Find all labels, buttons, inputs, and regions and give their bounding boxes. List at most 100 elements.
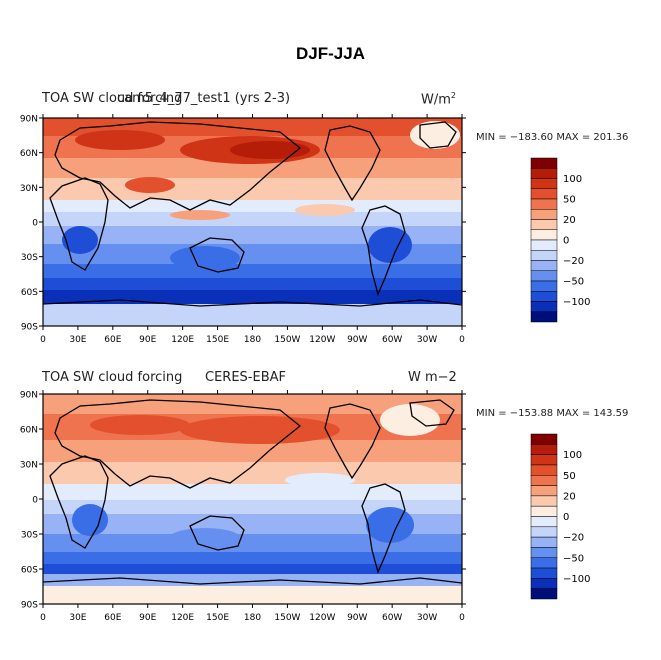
panel2-colorbar-label: −100 [563,574,590,585]
panel1-colorbar-box [530,198,558,210]
panel1-units: W/m2 [421,91,456,107]
panel1-lon-label: 90W [347,335,367,345]
panel1-colorbar-box [530,270,558,282]
panel2-lon-label: 60W [382,613,402,623]
panel1-colorbar-box [530,250,558,261]
panel2-lon-label: 30W [417,613,437,623]
panel1-colorbar-label: 100 [563,174,582,185]
panel1-lon-label: 0 [40,335,46,345]
panel2-colorbar-label: 100 [563,450,582,461]
panel2-lon-label: 120W [309,613,335,623]
panel1-lat-label: 90S [21,323,38,333]
panel2-coastlines [43,399,462,585]
panel1-colorbar-label: 50 [563,195,576,206]
panel1-colorbar-box [530,229,558,241]
panel1-lat-label: 30S [21,253,38,263]
panel2-colorbar-box [530,464,558,476]
panel2-colorbar-box [530,433,558,445]
panel1-colorbar-box [530,188,558,200]
panel2-lon-axis: 0 30E 60E 90E 120E 150E 180 150W 120W 90W 60W 30W 0 [40,390,465,623]
panel1-lon-label: 30E [69,335,86,345]
panel1-colorbar-label: −50 [563,277,584,288]
panel1-colorbar-label: −100 [563,297,590,308]
panel1-lon-label: 120W [309,335,335,345]
panel2-lon-label: 180 [244,613,261,623]
panel2-lat-label: 60S [21,566,38,576]
panel1-lon-label: 60E [104,335,121,345]
panel1-colorbar-box [530,157,558,169]
panel1-lon-label: 180 [244,335,261,345]
panel1-lon-label: 30W [417,335,437,345]
panel2-colorbar-label: 20 [563,491,576,502]
panel2-lat-label: 30S [21,531,38,541]
panel1-units-base: W/m [421,92,451,108]
panel1-colorbar-box [530,301,558,312]
panel2-colorbar-box [530,567,558,579]
panel1-lat-label: 60N [20,149,38,159]
panel2-colorbar-box [530,536,558,548]
panel2-colorbar-box [530,547,558,558]
panel1-colorbar-box [530,280,558,292]
panel1-colorbar-box [530,311,558,323]
panel2-colorbar-box [530,485,558,497]
panel2-left-title: TOA SW cloud forcing [42,370,183,385]
panel2-colorbar-box [530,505,558,517]
panel1-colorbar-label: 0 [563,236,569,247]
panel1-colorbar-box [530,239,558,251]
panel1-colorbar-label: 20 [563,215,576,226]
panel1-lon-label: 90E [139,335,156,345]
panel2-lon-label: 90W [347,613,367,623]
panel2-colorbar-box [530,588,558,600]
panel1-map [43,118,462,326]
panel1-left-title: TOA SW cloud forcing [42,91,183,106]
panel1-lat-axis: 90N 60N 30N 0 30S 60S 90S [20,115,466,333]
panel2-lat-label: 60N [20,426,38,436]
panel2-lon-label: 150E [206,613,229,623]
panel2-lon-label: 0 [459,613,465,623]
panel2-colorbar-box [530,444,558,455]
panel1-stats: MIN = −183.60 MAX = 201.36 [476,132,629,143]
panel2-colorbar-box [530,526,558,538]
panel2-units: W m−2 [408,370,457,385]
panel2-colorbar-label: 0 [563,512,569,523]
panel2-lon-label: 120E [171,613,194,623]
panel2-center-title: CERES-EBAF [205,370,286,385]
panel2-lat-label: 0 [32,496,38,506]
panel1-lon-axis: 0 30E 60E 90E 120E 150E 180 150W 120W 90W 60W 30W 0 [40,114,465,345]
panel1-lon-label: 0 [459,335,465,345]
panel2-colorbar-box [530,475,558,486]
panel1-lat-label: 30N [20,184,38,194]
panel2-lon-label: 30E [69,613,86,623]
panel2-colorbar-box [530,516,558,528]
panel1-lon-label: 120E [171,335,194,345]
panel2-stats: MIN = −153.88 MAX = 143.59 [476,408,629,419]
panel1-colorbar-label: −20 [563,256,584,267]
panel2-lon-label: 150W [274,613,300,623]
panel2-colorbar-box [530,578,558,589]
panel2-lat-label: 90N [20,391,38,401]
panel2-lon-label: 0 [40,613,46,623]
panel1-colorbar: 100 50 20 0 −20 −50 −100 [530,157,590,323]
panel1-units-sup: 2 [450,91,456,100]
panel1-lat-label: 60S [21,288,38,298]
panel2-lon-label: 90E [139,613,156,623]
panel1-lat-label: 0 [32,219,38,229]
panel1-lat-label: 90N [20,115,38,125]
panel1-colorbar-box [530,209,558,220]
panel1-colorbar-box [530,178,558,189]
panel2-map [43,394,462,604]
panel2-colorbar-label: 50 [563,471,576,482]
panel2-colorbar-label: −50 [563,553,584,564]
panel2-lon-label: 60E [104,613,121,623]
panel2-lat-label: 90S [21,601,38,611]
panel1-colorbar-box [530,291,558,302]
panel1-lon-label: 60W [382,335,402,345]
panel2-colorbar: 100 50 20 0 −20 −50 −100 [530,433,590,600]
panel2-lat-label: 30N [20,461,38,471]
panel2-colorbar-box [530,454,558,466]
panel1-colorbar-box [530,260,558,271]
panel2-colorbar-box [530,557,558,569]
panel1-colorbar-box [530,168,558,179]
panel2-colorbar-label: −20 [563,533,584,544]
